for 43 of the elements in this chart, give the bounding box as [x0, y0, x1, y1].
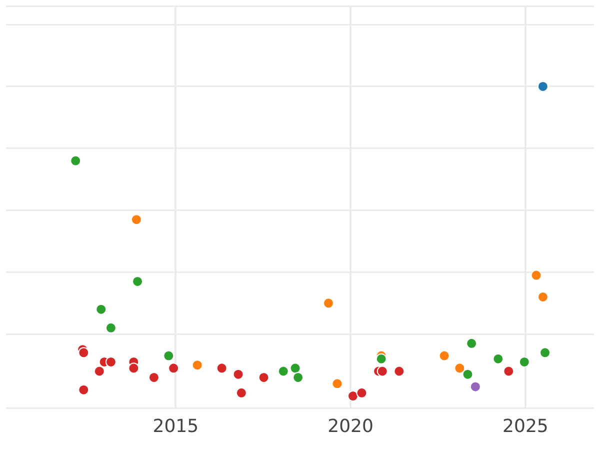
point: [78, 384, 90, 396]
point: [258, 372, 270, 383]
x-tick-label: 2015: [152, 416, 199, 437]
point: [466, 338, 478, 349]
point: [94, 366, 105, 377]
point: [470, 381, 481, 392]
point: [376, 366, 388, 377]
point: [278, 366, 289, 377]
point: [462, 368, 474, 380]
point: [323, 298, 334, 309]
point: [530, 270, 542, 281]
point: [192, 360, 203, 371]
point: [438, 350, 450, 362]
point: [290, 362, 301, 374]
x-tick-label: 2025: [502, 416, 548, 437]
point: [70, 155, 82, 166]
point: [105, 322, 116, 334]
point: [347, 390, 358, 402]
point: [492, 353, 504, 364]
point: [78, 347, 90, 358]
point: [537, 80, 548, 92]
point: [232, 368, 244, 380]
point: [394, 366, 405, 377]
point: [332, 378, 343, 390]
point: [376, 353, 387, 364]
x-tick-label: 2020: [328, 416, 374, 437]
point: [537, 291, 548, 302]
point: [130, 214, 142, 226]
point: [540, 347, 551, 358]
point: [292, 372, 304, 383]
point: [132, 276, 144, 287]
point: [236, 387, 247, 398]
point: [216, 362, 228, 374]
point: [128, 362, 140, 374]
point: [518, 356, 530, 368]
point: [503, 366, 514, 377]
point: [454, 362, 466, 374]
point: [356, 387, 368, 398]
point: [163, 350, 174, 362]
point: [96, 304, 107, 315]
point: [168, 362, 180, 374]
point: [105, 356, 116, 368]
point: [148, 372, 160, 383]
